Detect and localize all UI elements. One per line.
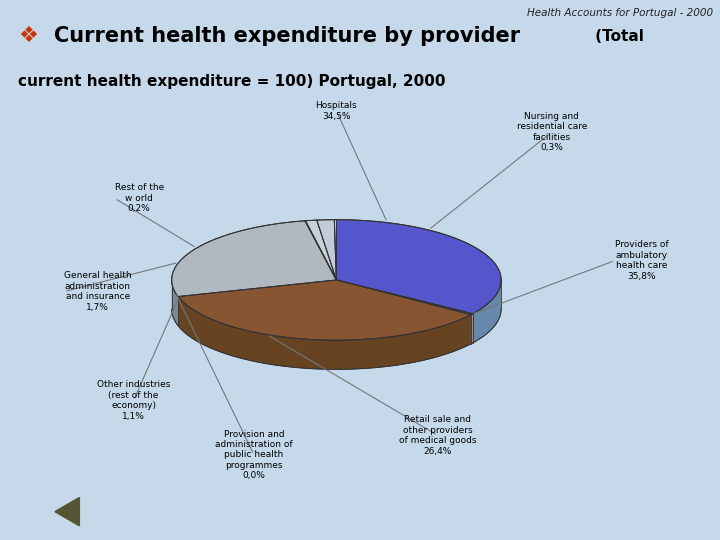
Polygon shape — [305, 221, 336, 280]
Text: Provision and
administration of
public health
programmes
0,0%: Provision and administration of public h… — [215, 430, 293, 480]
Text: current health expenditure = 100) Portugal, 2000: current health expenditure = 100) Portug… — [18, 73, 446, 89]
Text: Hospitals
34,5%: Hospitals 34,5% — [315, 101, 357, 120]
Text: Health Accounts for Portugal - 2000: Health Accounts for Portugal - 2000 — [526, 8, 713, 18]
Text: Providers of
ambulatory
health care
35,8%: Providers of ambulatory health care 35,8… — [615, 240, 669, 281]
Polygon shape — [178, 280, 471, 340]
Text: Nursing and
residential care
facilities
0,3%: Nursing and residential care facilities … — [517, 112, 587, 152]
Polygon shape — [171, 281, 178, 326]
Text: ❖: ❖ — [18, 26, 38, 46]
Polygon shape — [473, 280, 501, 343]
Text: General health
administration
and insurance
1,7%: General health administration and insura… — [64, 272, 132, 312]
Text: (Total: (Total — [590, 29, 644, 44]
Text: Current health expenditure by provider: Current health expenditure by provider — [54, 26, 520, 46]
Polygon shape — [336, 280, 473, 315]
Polygon shape — [305, 220, 336, 280]
Text: Retail sale and
other providers
of medical goods
26,4%: Retail sale and other providers of medic… — [399, 415, 477, 456]
Polygon shape — [178, 296, 471, 369]
Polygon shape — [336, 220, 501, 314]
Polygon shape — [471, 314, 473, 344]
Text: Other industries
(rest of the
economy)
1,1%: Other industries (rest of the economy) 1… — [97, 380, 171, 421]
Polygon shape — [317, 220, 336, 280]
Text: Rest of the
w orld
0,2%: Rest of the w orld 0,2% — [114, 184, 164, 213]
Polygon shape — [334, 220, 336, 280]
Polygon shape — [171, 221, 336, 296]
Polygon shape — [55, 497, 79, 526]
